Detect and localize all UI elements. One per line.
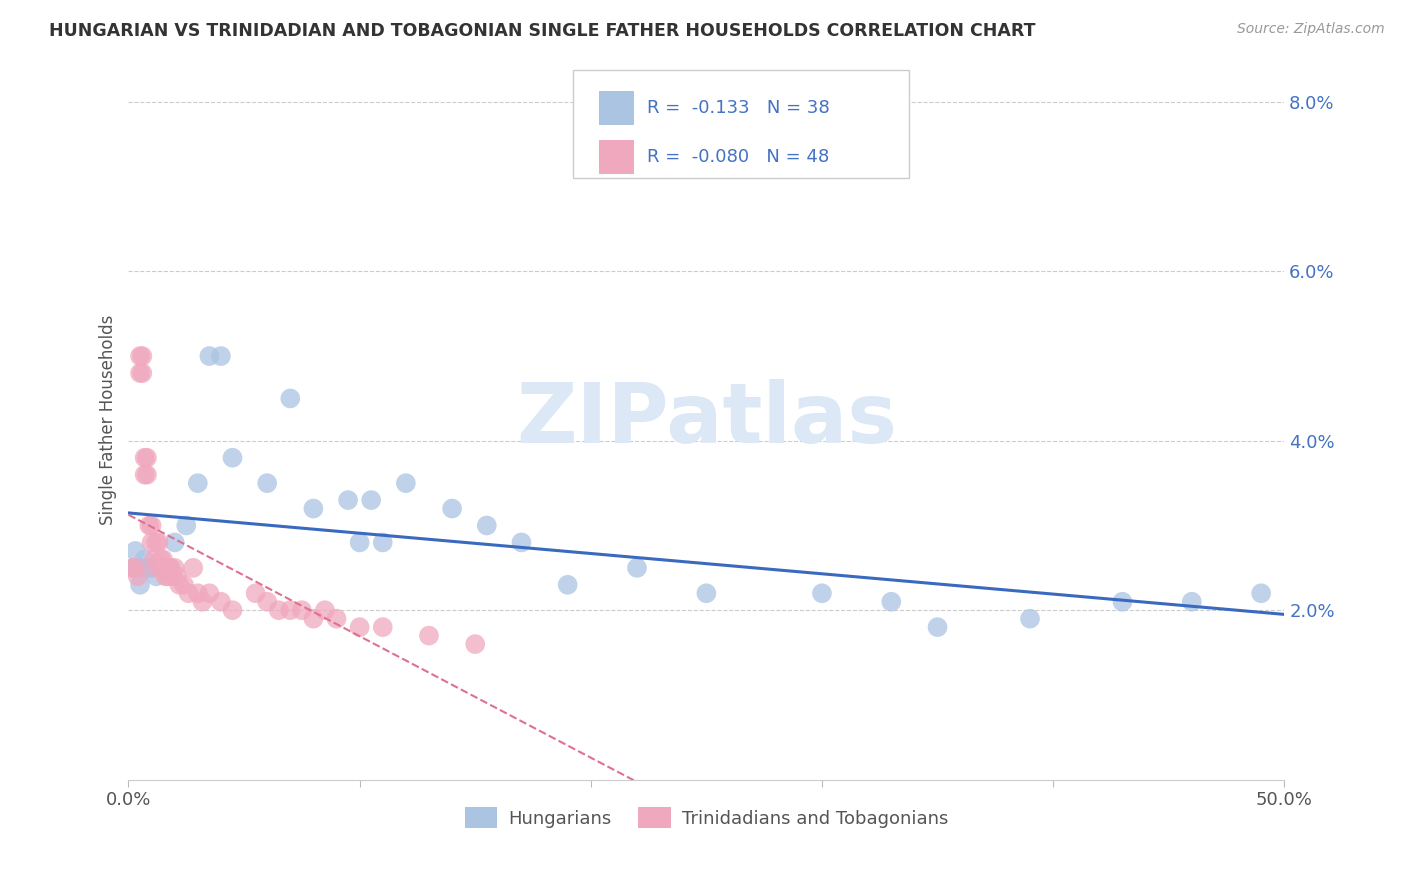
FancyBboxPatch shape: [599, 139, 634, 174]
Point: [177, 586, 200, 600]
Point: [811, 586, 834, 600]
Point: [395, 476, 418, 491]
Point: [131, 349, 153, 363]
Point: [198, 586, 221, 600]
Point: [360, 493, 382, 508]
Point: [134, 450, 156, 465]
Point: [127, 569, 149, 583]
Point: [131, 366, 153, 380]
Point: [159, 561, 181, 575]
Point: [291, 603, 314, 617]
Point: [136, 561, 159, 575]
Point: [156, 569, 179, 583]
Point: [131, 561, 153, 575]
Point: [371, 620, 394, 634]
Point: [302, 612, 325, 626]
Point: [510, 535, 533, 549]
Point: [302, 501, 325, 516]
Point: [141, 561, 163, 575]
Point: [138, 518, 160, 533]
Point: [187, 476, 209, 491]
Point: [136, 450, 159, 465]
Point: [145, 561, 167, 575]
Point: [1111, 595, 1133, 609]
Point: [152, 561, 174, 575]
Point: [1181, 595, 1204, 609]
FancyBboxPatch shape: [599, 91, 634, 125]
Point: [162, 569, 184, 583]
Point: [187, 586, 209, 600]
Point: [267, 603, 290, 617]
Point: [129, 578, 152, 592]
Point: [181, 561, 204, 575]
Point: [209, 595, 232, 609]
Point: [927, 620, 949, 634]
Text: Source: ZipAtlas.com: Source: ZipAtlas.com: [1237, 22, 1385, 37]
Point: [134, 467, 156, 482]
Text: ZIPatlas: ZIPatlas: [516, 379, 897, 460]
Point: [145, 535, 167, 549]
Point: [129, 366, 152, 380]
Point: [256, 595, 278, 609]
Point: [134, 552, 156, 566]
Point: [557, 578, 579, 592]
Point: [464, 637, 486, 651]
Point: [325, 612, 347, 626]
Text: HUNGARIAN VS TRINIDADIAN AND TOBAGONIAN SINGLE FATHER HOUSEHOLDS CORRELATION CHA: HUNGARIAN VS TRINIDADIAN AND TOBAGONIAN …: [49, 22, 1036, 40]
FancyBboxPatch shape: [574, 70, 908, 178]
Point: [152, 561, 174, 575]
Text: R =  -0.133   N = 38: R = -0.133 N = 38: [647, 99, 830, 117]
Point: [129, 349, 152, 363]
Point: [166, 569, 188, 583]
Point: [127, 561, 149, 575]
Point: [626, 561, 648, 575]
Point: [141, 518, 163, 533]
Point: [695, 586, 717, 600]
Point: [124, 544, 146, 558]
Point: [152, 552, 174, 566]
Point: [349, 620, 371, 634]
Point: [278, 392, 301, 406]
Point: [198, 349, 221, 363]
Point: [880, 595, 903, 609]
Point: [145, 569, 167, 583]
Point: [136, 467, 159, 482]
Point: [141, 535, 163, 549]
Y-axis label: Single Father Households: Single Father Households: [100, 314, 117, 524]
Point: [169, 578, 191, 592]
Point: [159, 561, 181, 575]
Point: [349, 535, 371, 549]
Legend: Hungarians, Trinidadians and Tobagonians: Hungarians, Trinidadians and Tobagonians: [457, 800, 955, 836]
Point: [221, 450, 243, 465]
Point: [163, 535, 186, 549]
Point: [314, 603, 336, 617]
Text: R =  -0.080   N = 48: R = -0.080 N = 48: [647, 148, 830, 166]
Point: [221, 603, 243, 617]
Point: [245, 586, 267, 600]
Point: [191, 595, 214, 609]
Point: [278, 603, 301, 617]
Point: [441, 501, 464, 516]
Point: [1019, 612, 1042, 626]
Point: [142, 552, 165, 566]
Point: [418, 629, 440, 643]
Point: [173, 578, 195, 592]
Point: [209, 349, 232, 363]
Point: [1250, 586, 1272, 600]
Point: [155, 569, 177, 583]
Point: [148, 535, 170, 549]
Point: [122, 561, 145, 575]
Point: [337, 493, 360, 508]
Point: [163, 561, 186, 575]
Point: [124, 561, 146, 575]
Point: [149, 552, 172, 566]
Point: [371, 535, 394, 549]
Point: [174, 518, 197, 533]
Point: [475, 518, 498, 533]
Point: [256, 476, 278, 491]
Point: [122, 561, 145, 575]
